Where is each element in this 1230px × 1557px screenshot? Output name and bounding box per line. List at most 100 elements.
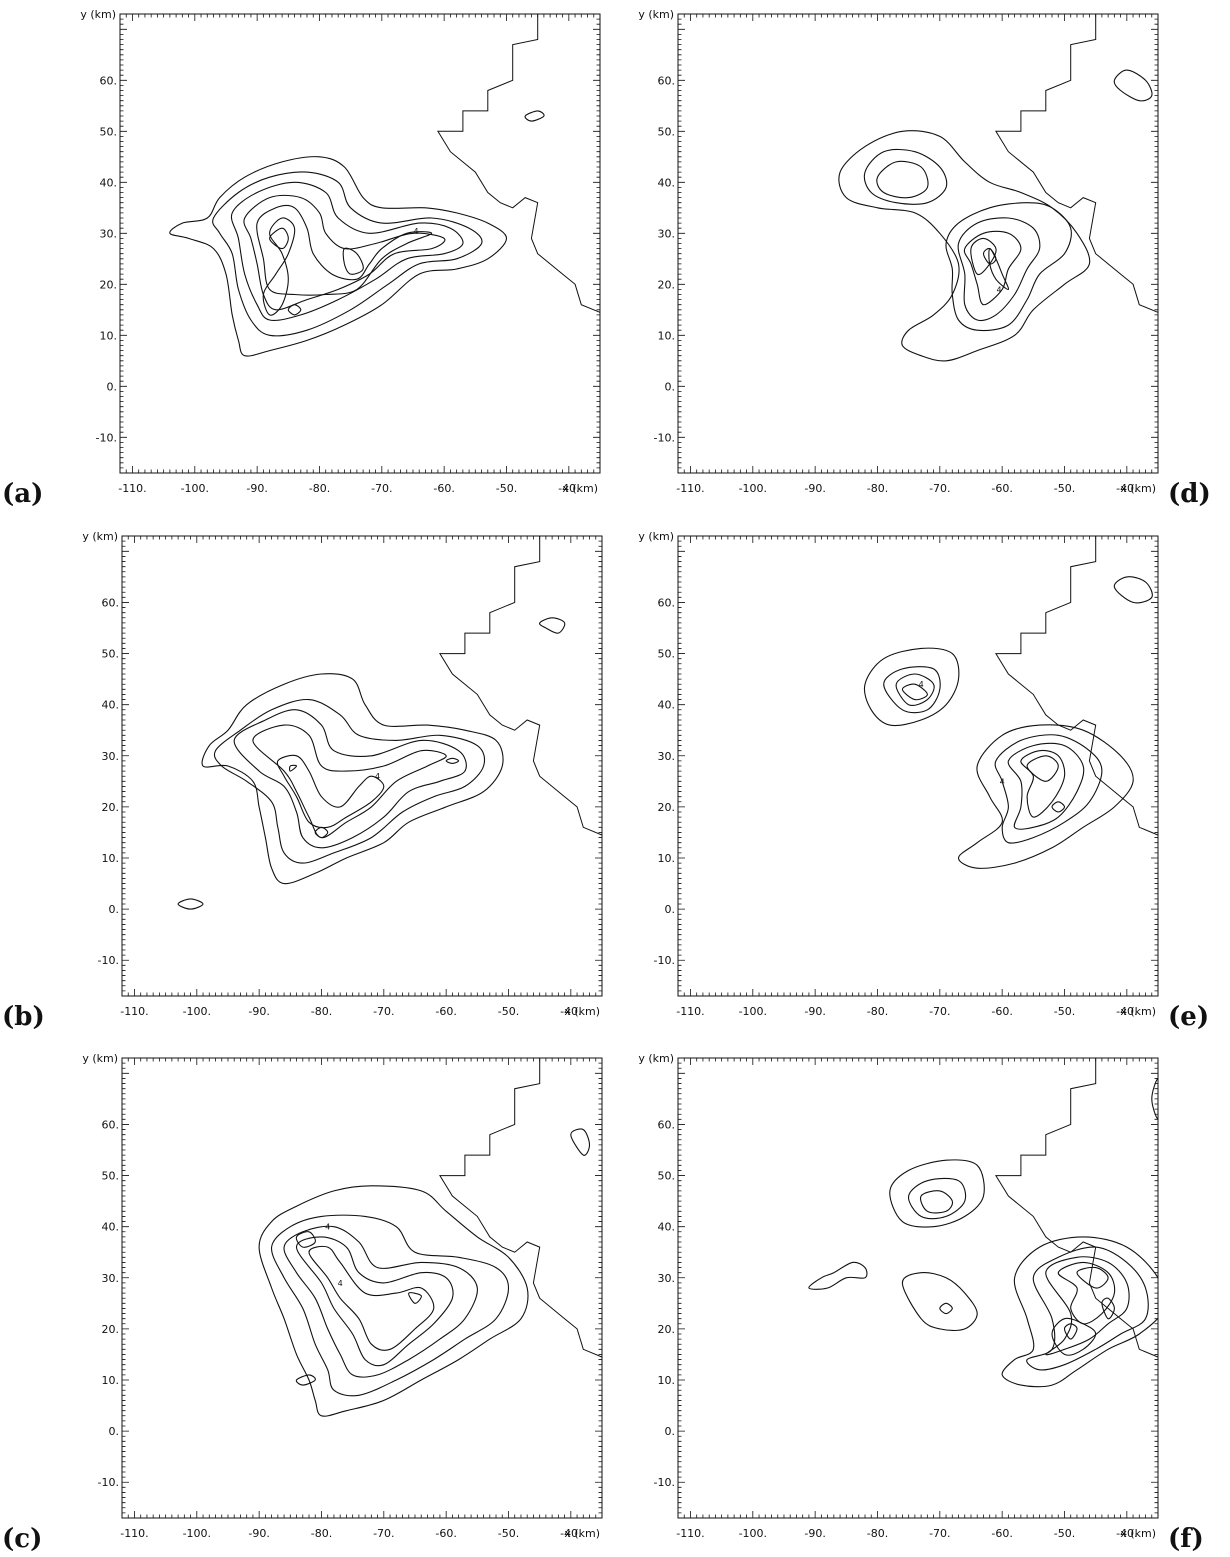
contour-line xyxy=(252,724,447,839)
x-tick-label: -40. xyxy=(560,1005,581,1018)
contour-line xyxy=(1020,749,1066,818)
x-tick-label: -40. xyxy=(1116,1005,1137,1018)
plot-frame xyxy=(121,535,603,997)
y-tick-label: 50. xyxy=(658,125,676,138)
contour-line xyxy=(1045,1256,1130,1356)
x-tick-label: -90. xyxy=(248,1527,269,1540)
x-tick-label: -70. xyxy=(929,1005,950,1018)
x-axis-label: x (km) xyxy=(1120,482,1156,495)
y-tick-label: 30. xyxy=(102,750,120,763)
contour-line xyxy=(1001,1236,1158,1388)
x-tick-label: -90. xyxy=(804,1527,825,1540)
contour-line xyxy=(901,683,928,701)
x-tick-label: -60. xyxy=(435,1005,456,1018)
y-tick-label: 50. xyxy=(102,1170,120,1183)
y-tick-label: 50. xyxy=(100,125,118,138)
x-tick-label: -110. xyxy=(120,1005,148,1018)
plot-frame xyxy=(121,1057,603,1519)
contour-line xyxy=(957,217,1041,322)
x-tick-label: -60. xyxy=(991,1527,1012,1540)
contour-line xyxy=(308,1245,435,1351)
contour-line xyxy=(876,160,929,199)
contour-line xyxy=(889,1159,985,1228)
x-tick-label: -100. xyxy=(181,482,209,495)
contour-label: 4 xyxy=(338,1279,343,1288)
contour-line xyxy=(1051,801,1066,813)
contour-line xyxy=(963,230,1022,306)
y-tick-label: 20. xyxy=(102,1323,120,1336)
contour-line xyxy=(295,1374,316,1386)
x-tick-label: -50. xyxy=(1054,1005,1075,1018)
y-tick-label: 50. xyxy=(102,648,120,661)
y-axis-label: y (km) xyxy=(638,1052,674,1065)
x-tick-label: -60. xyxy=(991,482,1012,495)
panel-f: -110. -100. -90. -80. -70. -60. -50. -40. -10. 0.… xyxy=(638,1052,1204,1554)
y-tick-label: 40. xyxy=(100,176,118,189)
y-axis-label: y (km) xyxy=(638,530,674,543)
contour-line xyxy=(524,110,545,122)
axis-ticks xyxy=(121,1057,603,1519)
panel-d: -110. -100. -90. -80. -70. -60. -50. -40. -10. 0.… xyxy=(638,8,1210,509)
contour-line xyxy=(201,673,504,885)
contour-line xyxy=(1007,742,1085,830)
contour-line xyxy=(863,647,960,727)
contour-line xyxy=(838,130,1091,362)
boundary-line xyxy=(439,1058,602,1358)
contour-line xyxy=(945,202,1072,332)
panel-b: -110. -100. -90. -80. -70. -60. -50. -40. -10. 0.… xyxy=(2,530,603,1032)
x-tick-label: -40. xyxy=(560,1527,581,1540)
plot-frame xyxy=(119,13,601,474)
y-tick-label: 20. xyxy=(658,801,676,814)
y-tick-label: -10. xyxy=(654,431,675,444)
contour-line xyxy=(920,1190,954,1214)
contour-line xyxy=(1151,1077,1158,1120)
y-tick-label: 20. xyxy=(658,1323,676,1336)
y-axis-label: y (km) xyxy=(82,1052,118,1065)
contour-line xyxy=(1051,1317,1097,1356)
contour-line xyxy=(213,699,486,864)
x-tick-label: -80. xyxy=(311,1005,332,1018)
x-tick-label: -90. xyxy=(804,482,825,495)
x-tick-label: -70. xyxy=(371,482,392,495)
boundary-line xyxy=(439,536,602,836)
y-tick-label: 10. xyxy=(102,852,120,865)
contour-label: 4 xyxy=(996,285,1001,294)
y-tick-label: 30. xyxy=(100,227,118,240)
x-axis-label: x (km) xyxy=(562,482,598,495)
contour-line xyxy=(233,709,467,849)
y-tick-label: 10. xyxy=(658,1374,676,1387)
contour-line xyxy=(538,617,566,634)
x-tick-label: -100. xyxy=(739,1005,767,1018)
y-tick-label: 40. xyxy=(658,176,676,189)
contour-line xyxy=(1026,1246,1149,1371)
panel-label: (f) xyxy=(1168,1524,1204,1554)
x-tick-label: -110. xyxy=(676,1005,704,1018)
x-tick-label: -40. xyxy=(1116,1527,1137,1540)
x-tick-label: -60. xyxy=(433,482,454,495)
axis-ticks xyxy=(677,1057,1159,1519)
x-tick-label: -110. xyxy=(676,482,704,495)
x-axis-label: x (km) xyxy=(1120,1527,1156,1540)
axis-ticks xyxy=(677,535,1159,997)
panel-label: (b) xyxy=(2,1002,45,1032)
plot-area: 4 xyxy=(177,536,602,910)
contour-line xyxy=(289,764,298,772)
x-tick-label: -100. xyxy=(739,1527,767,1540)
x-axis-label: x (km) xyxy=(564,1005,600,1018)
y-tick-label: 60. xyxy=(658,1118,676,1131)
plot-area: 44 xyxy=(863,536,1158,869)
contour-line xyxy=(808,1261,868,1290)
x-tick-label: -60. xyxy=(991,1005,1012,1018)
y-tick-label: 20. xyxy=(658,278,676,291)
contour-line xyxy=(1057,1261,1116,1325)
contour-line xyxy=(901,1271,978,1332)
contour-line xyxy=(256,205,433,296)
contour-label: 4 xyxy=(414,227,419,236)
y-tick-label: 60. xyxy=(658,74,676,87)
y-tick-label: 10. xyxy=(658,852,676,865)
y-tick-label: 40. xyxy=(102,1221,120,1234)
y-tick-label: 0. xyxy=(665,380,676,393)
contour-line xyxy=(1113,69,1153,102)
y-tick-label: 30. xyxy=(658,750,676,763)
axis-ticks xyxy=(677,13,1159,474)
